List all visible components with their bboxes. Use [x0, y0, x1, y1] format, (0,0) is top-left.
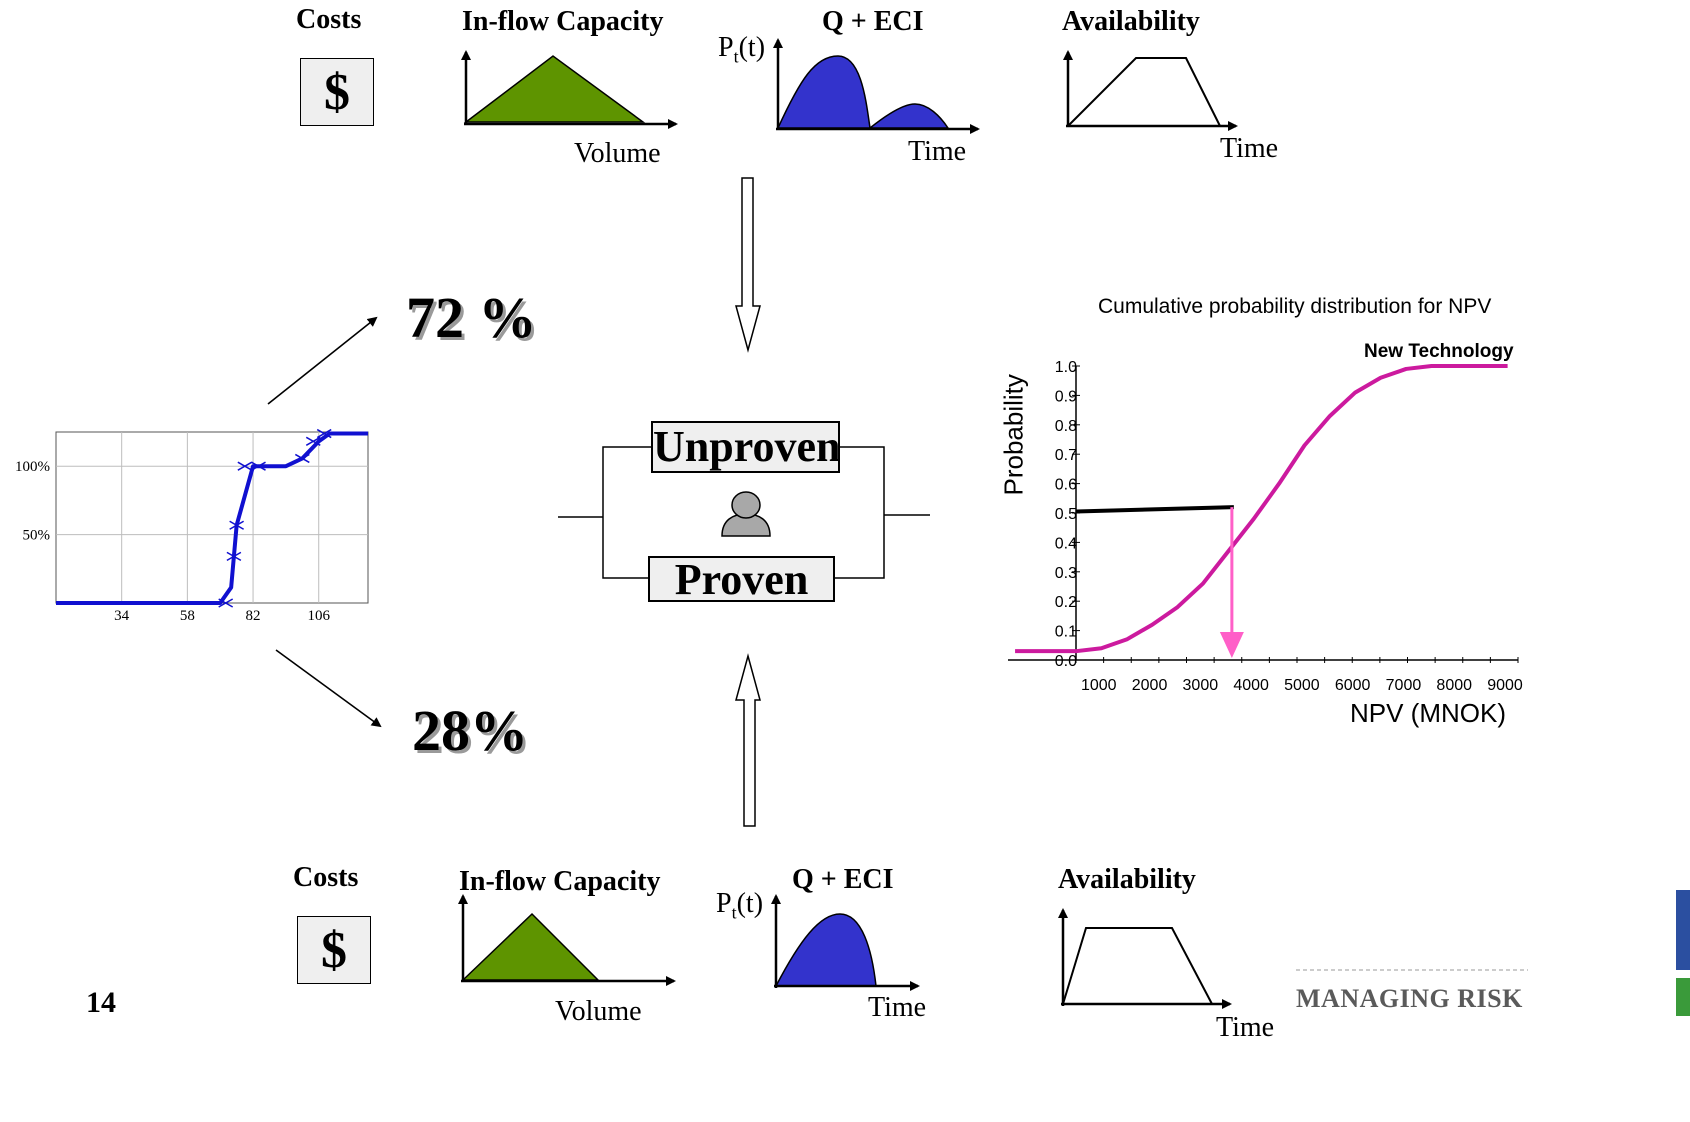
- outcome-72-percent: 72 %: [406, 285, 537, 350]
- cdf-y-tick: 0.9: [1055, 388, 1077, 405]
- cdf-y-tick: 0.4: [1055, 535, 1077, 552]
- cdf-x-tick: 5000: [1284, 677, 1320, 694]
- step-y-tick: 50%: [23, 528, 51, 544]
- bottom-qeci-label: Q + ECI: [792, 864, 894, 895]
- cdf-y-tick: 0.5: [1055, 506, 1077, 523]
- top-inflow-triangle: [463, 55, 646, 123]
- brand-text: MANAGING RISK: [1296, 984, 1523, 1013]
- step-chart-frame: [55, 431, 369, 604]
- cdf-y-tick: 0.2: [1055, 594, 1077, 611]
- top-availability-chart: [1063, 50, 1238, 131]
- top-qeci-time-label: Time: [908, 136, 967, 167]
- step-x-tick: 106: [307, 608, 330, 624]
- top-pt-label: Pt(t): [718, 32, 765, 68]
- cdf-y-tick: 0.1: [1055, 624, 1077, 641]
- person-icon: [721, 491, 771, 537]
- step-marker: [237, 461, 253, 471]
- arrow-to-28: [275, 649, 382, 728]
- cdf-title: Cumulative probability distribution for …: [1098, 295, 1492, 318]
- bottom-volume-label: Volume: [555, 996, 642, 1027]
- cdf-x-tick: 8000: [1436, 677, 1472, 694]
- cdf-x-tick: 1000: [1081, 677, 1117, 694]
- bottom-costs-label: Costs: [293, 862, 359, 893]
- step-marker: [316, 428, 332, 439]
- top-costs-label: Costs: [296, 4, 362, 35]
- bottom-pt-label: Pt(t): [716, 888, 763, 924]
- top-volume-label: Volume: [574, 138, 661, 169]
- top-qeci-chart: [773, 38, 980, 134]
- top-inflow-label: In-flow Capacity: [462, 6, 664, 37]
- page-number: 14: [86, 986, 116, 1019]
- cdf-y-tick: 0.6: [1055, 477, 1077, 494]
- bottom-availability-line: [1062, 927, 1213, 1005]
- bottom-inflow-triangle: [461, 912, 600, 981]
- top-qeci-label: Q + ECI: [822, 6, 924, 37]
- bottom-qeci-chart: [771, 894, 920, 991]
- proven-box: Proven: [648, 556, 835, 602]
- cdf-y-tick: 0.3: [1055, 565, 1077, 582]
- top-pt-p: P: [718, 32, 734, 63]
- cdf-x-tick: 3000: [1183, 677, 1219, 694]
- bottom-pt-sub: t: [731, 902, 737, 923]
- cdf-y-tick: 0.7: [1055, 447, 1077, 464]
- bottom-inflow-label: In-flow Capacity: [459, 866, 661, 897]
- cdf-y-tick: 0.0: [1055, 653, 1077, 670]
- bottom-pt-suffix: (t): [736, 888, 764, 919]
- step-x-tick: 58: [180, 608, 195, 624]
- bottom-cost-box: $: [297, 916, 371, 984]
- bottom-pt-p: P: [716, 888, 732, 919]
- bottom-inflow-chart: [458, 894, 676, 986]
- cdf-line: [1015, 364, 1508, 654]
- logo-green-block: [1676, 978, 1690, 1016]
- top-pt-suffix: (t): [738, 32, 766, 63]
- logo-blue-block: [1676, 890, 1690, 970]
- step-marker: [305, 436, 321, 446]
- cdf-x-tick: 4000: [1233, 677, 1269, 694]
- cdf-x-tick: 9000: [1487, 677, 1523, 694]
- cdf-drop-arrowhead: [1219, 632, 1244, 658]
- bottom-qeci-area: [774, 913, 877, 987]
- cdf-x-tick: 2000: [1132, 677, 1168, 694]
- step-x-tick: 82: [246, 608, 261, 624]
- step-marker: [226, 551, 242, 562]
- cdf-xlabel: NPV (MNOK): [1350, 698, 1506, 728]
- cdf-legend: New Technology: [1364, 341, 1514, 362]
- top-availability-line: [1067, 57, 1221, 127]
- top-availability-time-label: Time: [1220, 133, 1279, 164]
- step-chart-line: [56, 431, 368, 605]
- step-x-tick: 34: [114, 608, 130, 624]
- unproven-box: Unproven: [651, 421, 841, 473]
- top-qeci-area: [776, 55, 950, 130]
- outcome-28-percent: 28%: [412, 698, 528, 763]
- step-chart: 34 58 82 106 100% 50%: [15, 428, 369, 624]
- step-marker: [251, 461, 266, 471]
- parallel-wiring: [558, 446, 930, 579]
- top-pt-sub: t: [733, 46, 739, 67]
- hollow-arrow-up: [735, 653, 761, 827]
- bottom-availability-time-label: Time: [1216, 1012, 1275, 1043]
- cdf-chart: 0.0 0.1 0.2 0.3 0.4 0.5 0.6 0.7 0.8 0.9 1.0 1000 200…: [1008, 359, 1523, 694]
- cdf-median-line: [1075, 505, 1234, 514]
- hollow-arrow-down: [735, 177, 761, 353]
- step-marker: [218, 598, 234, 608]
- bottom-qeci-time-label: Time: [868, 992, 927, 1023]
- cdf-x-tick: 7000: [1386, 677, 1422, 694]
- step-marker: [229, 520, 245, 530]
- top-inflow-chart: [461, 50, 678, 129]
- arrow-to-72: [267, 316, 378, 405]
- bottom-availability-label: Availability: [1058, 864, 1196, 895]
- top-availability-label: Availability: [1062, 6, 1200, 37]
- cdf-x-tick: 6000: [1335, 677, 1371, 694]
- cdf-y-tick: 0.8: [1055, 418, 1077, 435]
- managing-risk-logo: [1296, 890, 1690, 1016]
- top-cost-box: $: [300, 58, 374, 126]
- bottom-availability-chart: [1058, 908, 1232, 1009]
- step-marker: [294, 453, 310, 464]
- step-y-tick: 100%: [15, 459, 50, 475]
- cdf-y-tick: 1.0: [1055, 359, 1077, 376]
